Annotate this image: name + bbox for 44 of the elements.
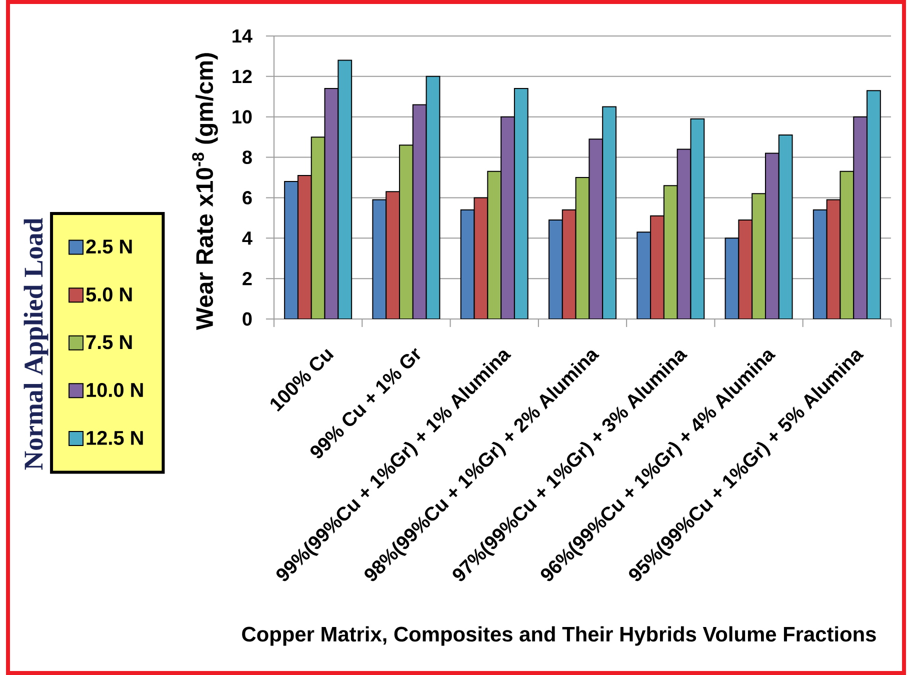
bar xyxy=(840,170,854,319)
bar xyxy=(500,116,515,319)
bar xyxy=(812,209,828,319)
bar xyxy=(399,144,414,319)
bar xyxy=(588,138,604,319)
bar xyxy=(548,219,563,319)
bar xyxy=(663,185,678,319)
bar xyxy=(514,88,528,319)
bar xyxy=(460,209,475,319)
bar xyxy=(311,137,325,319)
legend-label: 5.0 N xyxy=(86,287,132,302)
y-tick-label: 8 xyxy=(242,150,252,164)
bar xyxy=(752,193,766,319)
bar xyxy=(372,199,387,319)
bar xyxy=(338,60,352,319)
bar xyxy=(298,175,312,319)
y-tick-label: 10 xyxy=(232,110,252,124)
bar xyxy=(636,232,652,319)
x-axis-title: Copper Matrix, Composites and Their Hybrids Volume Fractions xyxy=(242,626,876,646)
bar xyxy=(562,209,576,319)
y-tick-label: 4 xyxy=(242,232,252,245)
bar xyxy=(650,215,664,319)
bar xyxy=(284,182,298,319)
legend-label: 7.5 N xyxy=(86,335,132,350)
bar xyxy=(690,118,705,319)
bar xyxy=(738,219,753,319)
y-tick-label: 0 xyxy=(242,312,252,326)
bar xyxy=(412,104,427,319)
y-tick-label: 2 xyxy=(242,272,252,286)
bar xyxy=(866,90,881,319)
bar xyxy=(764,152,780,319)
y-axis-title: Wear Rate x10$^{-8}$ (gm/cm) xyxy=(192,53,218,330)
y-tick-label: 14 xyxy=(232,29,252,43)
bar xyxy=(602,106,616,319)
legend-title: Normal Applied Load xyxy=(24,218,48,470)
legend-label: 12.5 N xyxy=(86,430,143,445)
y-tick-label: 6 xyxy=(242,191,252,204)
bar xyxy=(386,191,400,319)
legend-label: 2.5 N xyxy=(86,240,132,254)
bar xyxy=(778,134,793,319)
legend-label: 10.0 N xyxy=(86,382,143,398)
bar xyxy=(487,170,502,319)
bar xyxy=(853,116,868,319)
y-tick-label: 12 xyxy=(232,70,252,84)
